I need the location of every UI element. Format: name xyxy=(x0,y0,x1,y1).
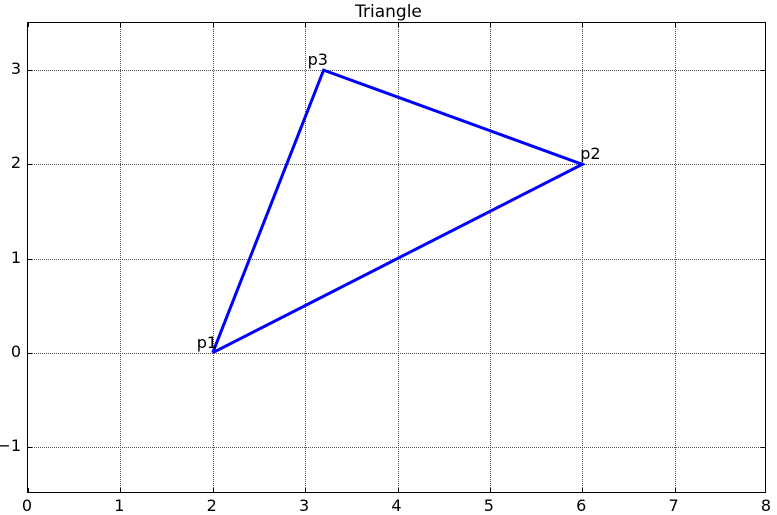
x-tick-label: 1 xyxy=(114,496,125,515)
gridline-horizontal xyxy=(28,352,765,354)
x-tick-mark xyxy=(28,23,29,27)
y-tick-mark xyxy=(761,446,765,448)
triangle-polyline xyxy=(211,68,587,355)
x-tick-mark xyxy=(305,23,307,27)
gridline-vertical xyxy=(212,23,214,492)
y-tick-mark xyxy=(761,258,765,260)
y-tick-mark xyxy=(28,446,32,448)
x-tick-mark xyxy=(582,23,584,27)
x-tick-mark xyxy=(305,488,307,492)
x-tick-label: 6 xyxy=(576,496,587,515)
x-tick-label: 4 xyxy=(391,496,402,515)
gridline-vertical xyxy=(120,23,122,492)
gridline-horizontal xyxy=(28,446,765,448)
x-tick-label: 5 xyxy=(483,496,494,515)
x-tick-mark xyxy=(120,488,122,492)
x-tick-mark xyxy=(489,23,491,27)
x-tick-label: 0 xyxy=(21,496,33,515)
x-tick-mark xyxy=(120,23,122,27)
x-tick-mark xyxy=(582,488,584,492)
gridline-vertical xyxy=(582,23,584,492)
chart-title: Triangle xyxy=(355,2,422,22)
x-tick-mark xyxy=(674,23,676,27)
y-tick-mark xyxy=(761,70,765,72)
x-tick-mark xyxy=(674,488,676,492)
x-tick-label: 2 xyxy=(206,496,217,515)
x-tick-mark xyxy=(212,23,214,27)
y-tick-mark xyxy=(761,164,765,166)
y-tick-label: −1 xyxy=(0,435,21,455)
x-tick-mark xyxy=(397,23,399,27)
plot-area: p1 p2 p3 xyxy=(27,22,766,493)
y-tick-mark xyxy=(28,70,32,72)
point-label-p2: p2 xyxy=(580,144,601,164)
point-label-p1: p1 xyxy=(196,332,218,352)
gridline-horizontal xyxy=(28,164,765,166)
gridline-vertical xyxy=(305,23,307,492)
x-tick-mark xyxy=(397,488,399,492)
x-tick-mark xyxy=(28,488,29,492)
x-tick-mark xyxy=(212,488,214,492)
y-tick-mark xyxy=(28,352,32,354)
data-series-layer xyxy=(211,68,587,355)
y-tick-mark xyxy=(761,352,765,354)
x-tick-mark xyxy=(489,488,491,492)
y-tick-label: 0 xyxy=(10,341,21,361)
x-tick-label: 7 xyxy=(668,496,679,515)
gridline-horizontal xyxy=(28,70,765,72)
y-tick-mark xyxy=(28,258,32,260)
y-tick-label: 3 xyxy=(10,59,21,79)
y-tick-mark xyxy=(28,164,32,166)
x-tick-label: 8 xyxy=(760,496,772,515)
gridline-vertical xyxy=(674,23,676,492)
x-tick-label: 3 xyxy=(299,496,310,515)
y-tick-label: 2 xyxy=(10,153,21,173)
point-label-p3: p3 xyxy=(307,50,328,70)
y-tick-label: 1 xyxy=(10,247,21,267)
gridline-vertical xyxy=(489,23,491,492)
